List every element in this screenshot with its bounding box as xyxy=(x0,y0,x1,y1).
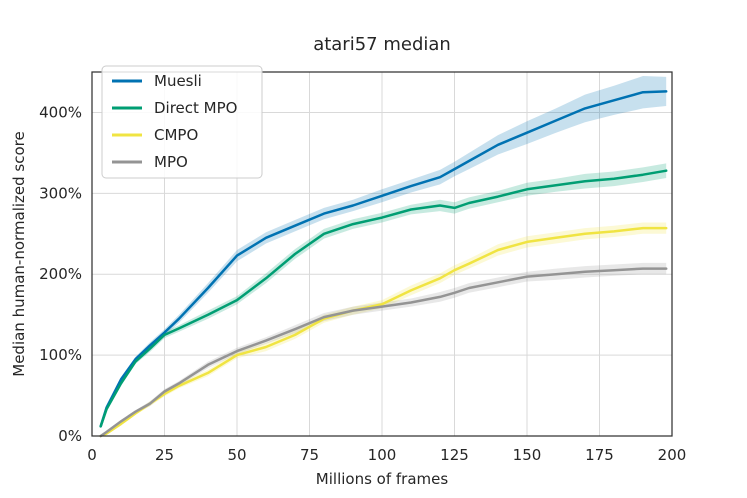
series-line-direct-mpo xyxy=(99,169,668,428)
x-tick-label: 75 xyxy=(300,446,319,464)
x-tick-label: 50 xyxy=(227,446,246,464)
x-tick-label: 25 xyxy=(155,446,174,464)
x-tick-label: 175 xyxy=(585,446,614,464)
series-line-mpo xyxy=(99,267,668,438)
y-tick-label: 300% xyxy=(39,184,82,202)
x-axis-ticks: 0 25 50 75 100 125 150 175 200 xyxy=(87,446,686,464)
y-axis-label: Median human-normalized score xyxy=(10,131,28,377)
x-axis-label: Millions of frames xyxy=(316,470,449,488)
legend-label: MPO xyxy=(154,153,188,171)
x-tick-label: 150 xyxy=(513,446,542,464)
legend-box xyxy=(101,65,263,179)
x-tick-label: 100 xyxy=(368,446,397,464)
y-tick-label: 400% xyxy=(39,103,82,121)
legend-label: Muesli xyxy=(154,72,202,90)
legend: Muesli Direct MPO CMPO MPO xyxy=(101,65,263,179)
y-axis-ticks: 0% 100% 200% 300% 400% xyxy=(39,103,82,445)
y-tick-label: 0% xyxy=(58,427,82,445)
plot-frame xyxy=(91,71,673,437)
legend-entries: Muesli Direct MPO CMPO MPO xyxy=(112,72,237,171)
x-tick-label: 0 xyxy=(87,446,97,464)
legend-label: CMPO xyxy=(154,126,198,144)
x-tick-label: 125 xyxy=(440,446,469,464)
series-lines xyxy=(99,90,668,438)
x-tick-label: 200 xyxy=(658,446,687,464)
series-line-muesli xyxy=(99,90,668,428)
chart-title: atari57 median xyxy=(313,34,451,55)
band-muesli xyxy=(100,76,667,428)
y-tick-label: 200% xyxy=(39,265,82,283)
y-tick-label: 100% xyxy=(39,346,82,364)
legend-label: Direct MPO xyxy=(154,99,237,117)
